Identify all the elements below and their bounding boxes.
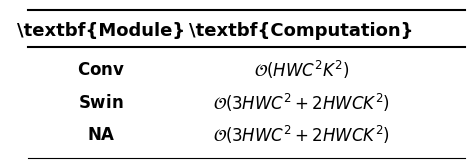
Text: $\mathcal{O}\left(HWC^2K^2\right)$: $\mathcal{O}\left(HWC^2K^2\right)$ xyxy=(254,59,349,81)
Text: $\mathbf{Conv}$: $\mathbf{Conv}$ xyxy=(77,61,125,79)
Text: $\mathbf{Swin}$: $\mathbf{Swin}$ xyxy=(78,94,124,112)
Text: $\mathbf{NA}$: $\mathbf{NA}$ xyxy=(87,126,115,144)
Text: \textbf{Module}: \textbf{Module} xyxy=(17,22,185,40)
Text: $\mathcal{O}\left(3HWC^2 + 2HWCK^2\right)$: $\mathcal{O}\left(3HWC^2 + 2HWCK^2\right… xyxy=(213,124,390,146)
Text: \textbf{Computation}: \textbf{Computation} xyxy=(189,22,414,40)
Text: $\mathcal{O}\left(3HWC^2 + 2HWCK^2\right)$: $\mathcal{O}\left(3HWC^2 + 2HWCK^2\right… xyxy=(213,91,390,114)
